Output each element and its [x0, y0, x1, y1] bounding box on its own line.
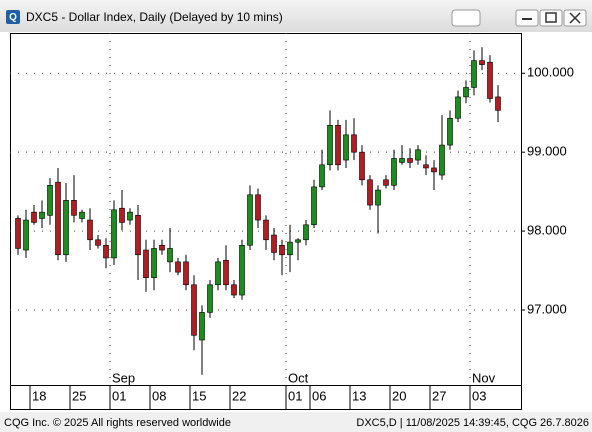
candle-body: [263, 219, 269, 241]
x-tick-label: 01: [112, 388, 126, 403]
candle-body: [431, 167, 437, 173]
candle-body: [319, 164, 325, 188]
candle-body: [487, 61, 493, 99]
month-label: Nov: [472, 370, 496, 385]
candle-body: [175, 261, 181, 273]
candle-body: [151, 248, 157, 278]
candle-body: [79, 211, 85, 219]
candle-body: [375, 189, 381, 206]
candle-body: [415, 149, 421, 161]
x-tick-label: 03: [472, 388, 486, 403]
candle-body: [87, 219, 93, 241]
close-icon: [569, 12, 581, 24]
y-tick-label: 100.000: [527, 65, 574, 80]
candle-body: [95, 239, 101, 246]
y-tick-label: 98.000: [527, 223, 567, 238]
candle-body: [471, 60, 477, 88]
candle-body: [423, 164, 429, 169]
date-strip: [10, 385, 522, 410]
candle-body: [343, 134, 349, 161]
candle-body: [383, 179, 389, 186]
candle-body: [463, 87, 469, 98]
maximize-icon: [545, 12, 557, 23]
x-tick-label: 18: [32, 388, 46, 403]
candle-body: [247, 194, 253, 246]
candle-body: [399, 158, 405, 163]
y-tick-label: 99.000: [527, 144, 567, 159]
candle-body: [215, 261, 221, 286]
x-tick-label: 13: [352, 388, 366, 403]
candle-body: [447, 117, 453, 146]
candle-body: [303, 224, 309, 241]
month-label: Oct: [288, 370, 309, 385]
candle-body: [351, 134, 357, 153]
footer-left: CQG Inc. © 2025 All rights reserved worl…: [4, 417, 231, 429]
candle-body: [31, 211, 37, 223]
candle-body: [255, 194, 261, 221]
candle-body: [479, 60, 485, 65]
x-tick-label: 08: [152, 388, 166, 403]
candle-body: [167, 248, 173, 263]
candle-body: [359, 151, 365, 181]
candle-body: [159, 245, 165, 251]
candle-body: [47, 185, 53, 216]
x-tick-label: 27: [432, 388, 446, 403]
candle-body: [103, 245, 109, 259]
candle-body: [23, 219, 29, 251]
candle-body: [439, 144, 445, 176]
candle-body: [455, 96, 461, 119]
candle-body: [495, 96, 501, 111]
x-tick-label: 06: [312, 388, 326, 403]
x-tick-label: 20: [392, 388, 406, 403]
link-button[interactable]: [451, 9, 481, 27]
candle-body: [271, 234, 277, 253]
x-tick-label: 22: [232, 388, 246, 403]
candle-body: [143, 249, 149, 278]
candle-body: [63, 200, 69, 256]
candle-body: [119, 207, 125, 223]
candle-body: [39, 211, 45, 219]
candle-body: [231, 284, 237, 296]
x-tick-label: 25: [72, 388, 86, 403]
candle-body: [327, 125, 333, 166]
candle-body: [239, 245, 245, 296]
candle-body: [191, 284, 197, 336]
month-label: Sep: [112, 370, 135, 385]
candle-body: [207, 284, 213, 313]
candle-body: [311, 186, 317, 226]
candle-body: [295, 239, 301, 243]
app-icon: [6, 10, 20, 24]
candle-body: [127, 211, 133, 221]
app-icon-letter: Q: [9, 12, 17, 23]
candle-body: [367, 179, 373, 206]
candle-body: [279, 245, 285, 256]
candle-body: [55, 181, 61, 256]
x-tick-label: 01: [288, 388, 302, 403]
candle-body: [391, 158, 397, 186]
candle-body: [135, 215, 141, 256]
y-tick-label: 97.000: [527, 301, 567, 316]
candle-body: [407, 158, 413, 163]
candle-body: [183, 261, 189, 286]
chart-area: [0, 32, 592, 412]
window-title: DXC5 - Dollar Index, Daily (Delayed by 1…: [26, 10, 283, 24]
footer-right: DXC5,D | 11/08/2025 14:39:45, CQG 26.7.8…: [356, 417, 589, 429]
candle-body: [223, 260, 229, 286]
candle-body: [287, 241, 293, 256]
candle-body: [111, 209, 117, 259]
title-bar: [0, 0, 592, 32]
candle-body: [199, 312, 205, 341]
candle-body: [335, 125, 341, 166]
x-tick-label: 15: [192, 388, 206, 403]
candle-body: [15, 218, 21, 249]
candle-body: [71, 200, 77, 216]
